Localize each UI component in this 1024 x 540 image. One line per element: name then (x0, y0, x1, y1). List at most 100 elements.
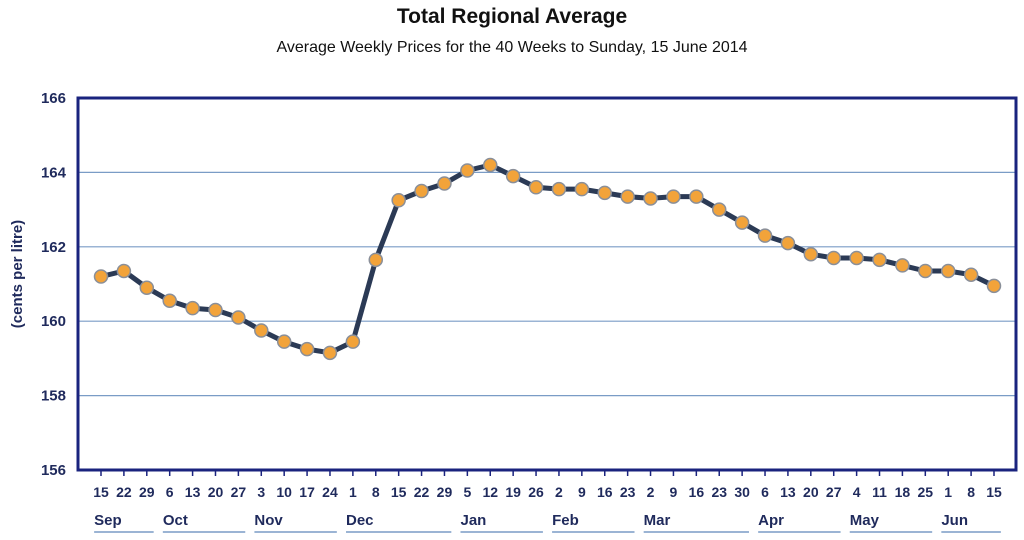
month-label: Oct (163, 512, 188, 529)
x-tick-label: 6 (761, 484, 769, 500)
x-tick-label: 17 (299, 484, 315, 500)
data-point (505, 168, 521, 184)
data-point (254, 323, 269, 338)
x-tick-label: 29 (139, 484, 155, 500)
data-point (666, 189, 681, 204)
x-tick-label: 20 (803, 484, 819, 500)
x-tick-label: 23 (711, 484, 727, 500)
x-tick-label: 23 (620, 484, 636, 500)
x-tick-label: 20 (208, 484, 224, 500)
data-point (93, 269, 109, 284)
month-label: Jan (460, 512, 486, 529)
x-tick-label: 22 (116, 484, 132, 500)
x-tick-label: 25 (918, 484, 934, 500)
x-tick-label: 12 (482, 484, 498, 500)
data-point (986, 278, 1002, 294)
data-point (368, 252, 384, 268)
x-tick-label: 16 (689, 484, 705, 500)
x-tick-label: 3 (257, 484, 265, 500)
x-tick-label: 4 (853, 484, 861, 500)
month-label: Apr (758, 512, 784, 529)
x-tick-label: 18 (895, 484, 911, 500)
data-point (963, 267, 979, 282)
y-tick-label: 164 (41, 164, 67, 181)
x-tick-label: 19 (505, 484, 521, 500)
data-point (322, 345, 338, 361)
data-point (711, 202, 727, 217)
plot-area-border (76, 96, 1018, 472)
data-point (918, 263, 933, 279)
x-tick-label: 8 (967, 484, 975, 500)
x-tick-label: 2 (555, 484, 563, 500)
data-point (437, 176, 452, 191)
data-point (780, 235, 796, 251)
month-label: Dec (346, 512, 374, 529)
x-tick-label: 27 (826, 484, 842, 500)
data-point (803, 246, 819, 262)
data-point (826, 250, 841, 266)
y-tick-label: 156 (41, 462, 66, 479)
data-point (299, 341, 315, 357)
x-tick-label: 9 (670, 484, 678, 500)
x-tick-label: 26 (528, 484, 544, 500)
data-point (208, 302, 223, 318)
x-tick-label: 1 (944, 484, 952, 500)
y-axis-label: (cents per litre) (9, 220, 26, 328)
x-tick-label: 10 (276, 484, 292, 500)
grid-lines (78, 171, 1016, 397)
data-point (849, 250, 864, 266)
y-tick-label: 166 (41, 90, 66, 107)
data-point (574, 181, 590, 197)
data-point (276, 334, 292, 349)
data-point (483, 157, 498, 173)
x-tick-label: 8 (372, 484, 380, 500)
month-label: May (850, 512, 880, 529)
data-point (551, 181, 567, 197)
month-label: Mar (644, 512, 671, 529)
y-tick-label: 162 (41, 239, 66, 256)
chart-subtitle: Average Weekly Prices for the 40 Weeks t… (276, 39, 748, 56)
data-point (231, 310, 246, 325)
x-tick-label: 5 (463, 484, 471, 500)
x-tick-label: 9 (578, 484, 586, 500)
data-point (116, 263, 132, 279)
x-tick-label: 13 (780, 484, 796, 500)
chart-title: Total Regional Average (396, 5, 628, 28)
data-point (460, 163, 475, 178)
x-tick-label: 29 (437, 484, 453, 500)
x-tick-label: 15 (93, 484, 109, 500)
data-point-markers (93, 157, 1002, 361)
data-point (734, 215, 750, 230)
data-point (185, 300, 200, 316)
x-tick-label: 11 (872, 484, 887, 500)
x-tick-label: 2 (647, 484, 655, 500)
x-tick-label: 30 (734, 484, 750, 500)
month-label: Nov (254, 512, 283, 529)
month-labels: Sep Oct Nov Dec Jan Feb Mar Apr May Jun (94, 512, 1001, 533)
data-point (940, 263, 956, 279)
data-point (139, 280, 155, 295)
data-point (757, 228, 773, 243)
y-tick-label: 158 (41, 388, 66, 405)
data-point (414, 183, 429, 199)
x-tick-label: 27 (231, 484, 247, 500)
month-label: Feb (552, 512, 579, 529)
x-tick-label: 16 (597, 484, 613, 500)
x-tick-label: 6 (166, 484, 174, 500)
data-point (895, 258, 910, 273)
data-point (689, 189, 704, 204)
data-point (391, 193, 406, 208)
data-point (643, 191, 658, 206)
month-label: Jun (941, 512, 968, 529)
y-axis-ticks: 156 158 160 162 164 166 (41, 90, 67, 479)
y-tick-label: 160 (41, 313, 66, 330)
x-tick-label: 24 (322, 484, 338, 500)
x-tick-label: 15 (986, 484, 1002, 500)
x-tick-label: 13 (185, 484, 201, 500)
x-tick-label: 1 (349, 484, 357, 500)
data-point (162, 293, 177, 308)
data-point (597, 185, 612, 201)
price-series-line (100, 162, 996, 356)
month-label: Sep (94, 512, 122, 529)
